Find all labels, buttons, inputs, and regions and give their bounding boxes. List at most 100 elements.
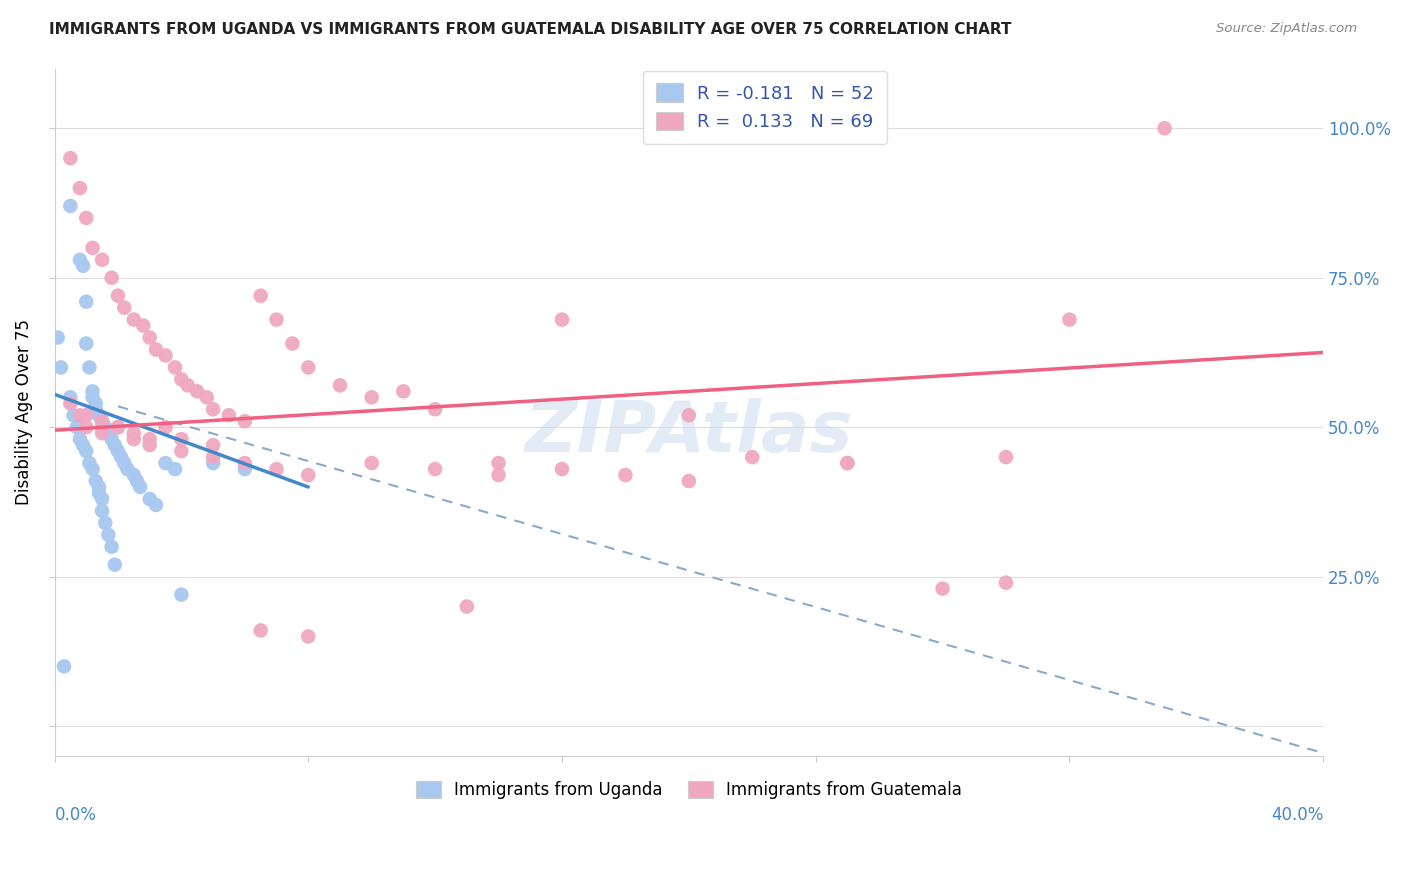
Point xyxy=(117,462,139,476)
Point xyxy=(170,432,193,446)
Point xyxy=(107,420,129,434)
Point xyxy=(87,409,110,423)
Point xyxy=(84,474,107,488)
Point xyxy=(75,211,97,225)
Point xyxy=(91,414,114,428)
Point xyxy=(91,491,114,506)
Point xyxy=(266,312,288,326)
Point xyxy=(202,438,225,452)
Point xyxy=(1153,121,1175,136)
Point xyxy=(112,456,135,470)
Point xyxy=(994,575,1017,590)
Point xyxy=(837,456,859,470)
Point xyxy=(837,456,859,470)
Point xyxy=(69,252,91,267)
Point xyxy=(170,372,193,386)
Point xyxy=(678,474,700,488)
Point xyxy=(233,462,256,476)
Point xyxy=(75,444,97,458)
Point xyxy=(94,420,117,434)
Point xyxy=(53,659,76,673)
Point xyxy=(170,588,193,602)
Point xyxy=(107,420,129,434)
Point xyxy=(177,378,200,392)
Point xyxy=(1059,312,1081,326)
Point xyxy=(122,426,145,441)
Point xyxy=(423,402,446,417)
Point xyxy=(91,252,114,267)
Point xyxy=(360,390,382,404)
Point xyxy=(79,360,101,375)
Point xyxy=(614,468,637,483)
Point xyxy=(456,599,478,614)
Point xyxy=(233,456,256,470)
Point xyxy=(155,420,177,434)
Point xyxy=(87,480,110,494)
Point xyxy=(155,456,177,470)
Point xyxy=(145,498,167,512)
Point xyxy=(233,414,256,428)
Point xyxy=(392,384,415,399)
Point xyxy=(163,462,186,476)
Point xyxy=(84,402,107,417)
Point xyxy=(69,432,91,446)
Point xyxy=(69,409,91,423)
Point xyxy=(488,456,510,470)
Point xyxy=(100,432,122,446)
Text: IMMIGRANTS FROM UGANDA VS IMMIGRANTS FROM GUATEMALA DISABILITY AGE OVER 75 CORRE: IMMIGRANTS FROM UGANDA VS IMMIGRANTS FRO… xyxy=(49,22,1012,37)
Point xyxy=(297,360,319,375)
Point xyxy=(297,630,319,644)
Point xyxy=(107,288,129,302)
Point xyxy=(138,330,160,344)
Point xyxy=(46,330,69,344)
Point xyxy=(155,349,177,363)
Point xyxy=(202,450,225,464)
Point xyxy=(132,318,155,333)
Point xyxy=(110,450,132,464)
Point xyxy=(218,409,240,423)
Point xyxy=(122,468,145,483)
Text: 0.0%: 0.0% xyxy=(55,805,97,823)
Point xyxy=(66,420,89,434)
Point xyxy=(75,420,97,434)
Point xyxy=(75,294,97,309)
Point xyxy=(72,438,94,452)
Point xyxy=(145,343,167,357)
Point xyxy=(488,468,510,483)
Point xyxy=(69,181,91,195)
Point xyxy=(104,558,127,572)
Point xyxy=(84,396,107,410)
Point xyxy=(202,402,225,417)
Point xyxy=(360,456,382,470)
Point xyxy=(97,528,120,542)
Point xyxy=(112,301,135,315)
Point xyxy=(249,288,271,302)
Point xyxy=(91,426,114,441)
Point xyxy=(741,450,763,464)
Point xyxy=(104,438,127,452)
Point xyxy=(125,474,148,488)
Point xyxy=(79,456,101,470)
Point xyxy=(59,396,82,410)
Legend: Immigrants from Uganda, Immigrants from Guatemala: Immigrants from Uganda, Immigrants from … xyxy=(409,774,969,806)
Point xyxy=(49,360,72,375)
Point xyxy=(107,444,129,458)
Point xyxy=(138,438,160,452)
Point xyxy=(59,199,82,213)
Text: 40.0%: 40.0% xyxy=(1271,805,1323,823)
Point xyxy=(281,336,304,351)
Point xyxy=(75,336,97,351)
Point xyxy=(82,390,104,404)
Point xyxy=(678,409,700,423)
Point xyxy=(122,432,145,446)
Point xyxy=(129,480,152,494)
Point xyxy=(138,491,160,506)
Point xyxy=(195,390,218,404)
Point xyxy=(59,151,82,165)
Point xyxy=(551,462,574,476)
Point xyxy=(170,444,193,458)
Point xyxy=(94,516,117,530)
Point xyxy=(423,462,446,476)
Point xyxy=(82,384,104,399)
Point xyxy=(87,486,110,500)
